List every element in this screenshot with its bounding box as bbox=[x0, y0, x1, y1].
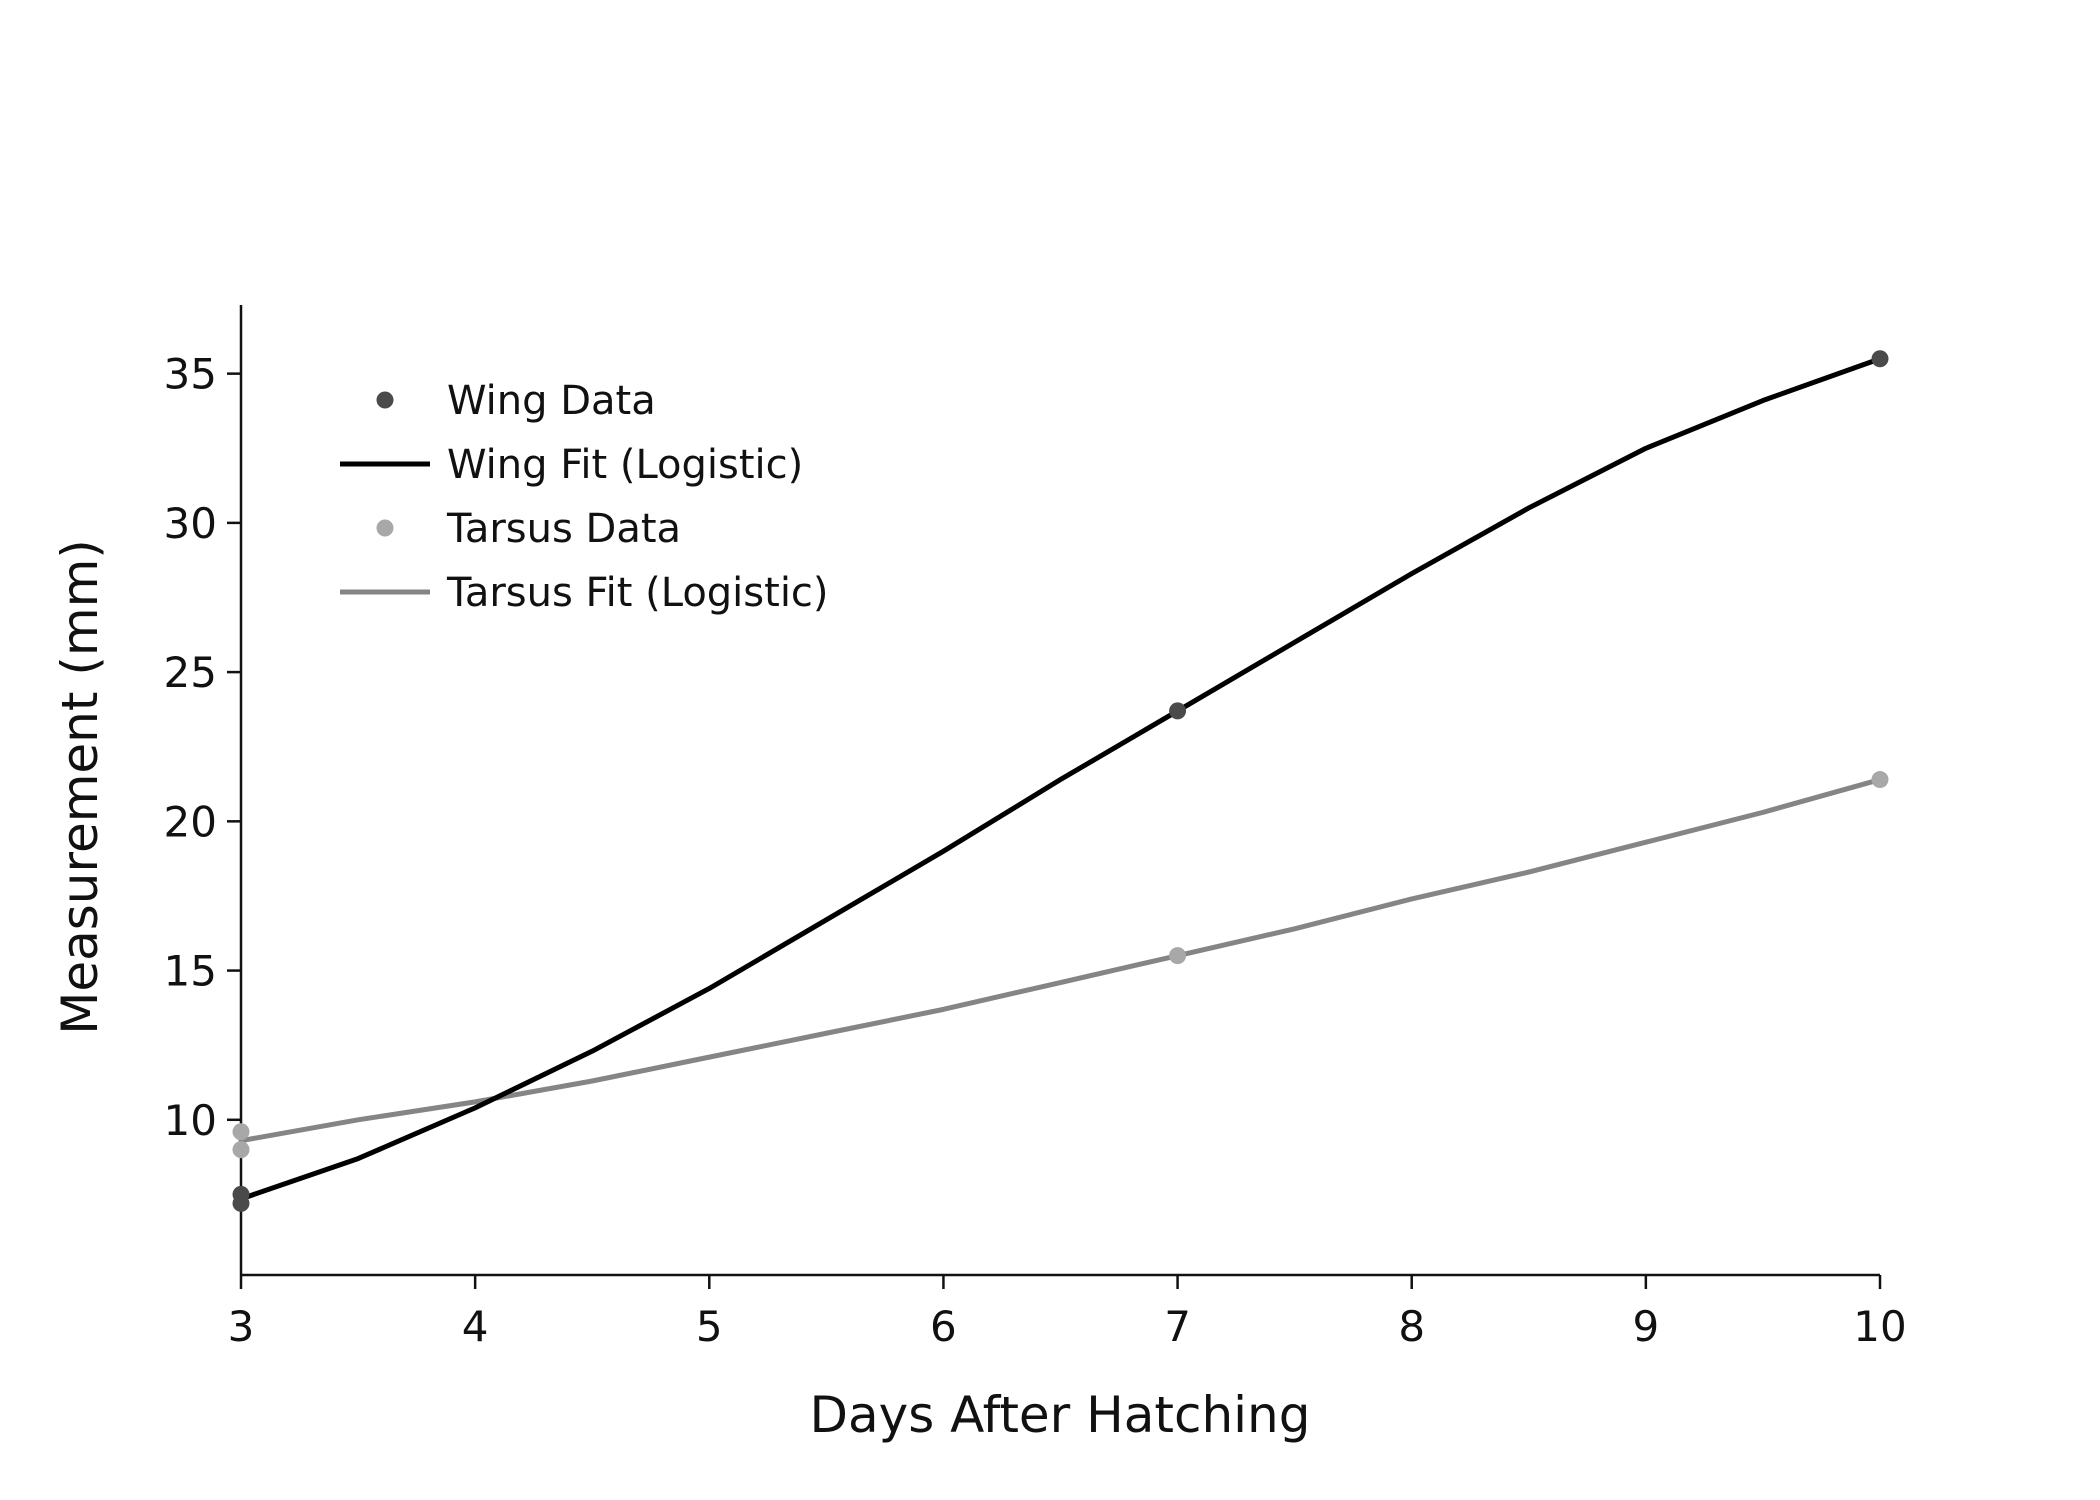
x-tick-label: 4 bbox=[462, 1302, 489, 1351]
legend-tarsus-fit-logistic-label: Tarsus Fit (Logistic) bbox=[446, 570, 829, 616]
y-tick-label: 25 bbox=[164, 648, 217, 697]
wing-data-point bbox=[232, 1185, 250, 1203]
wing-fit-logistic-line bbox=[238, 356, 1883, 1202]
legend-tarsus-data-label: Tarsus Data bbox=[446, 506, 681, 552]
legend-wing-data-label: Wing Data bbox=[447, 378, 656, 424]
legend-tarsus-data-swatch bbox=[376, 519, 394, 537]
tarsus-data-point bbox=[232, 1123, 250, 1141]
y-tick-label: 30 bbox=[164, 499, 217, 548]
legend: Wing Data Wing Fit (Logistic) Tarsus Data T… bbox=[340, 378, 829, 616]
y-tick-label: 10 bbox=[164, 1096, 217, 1145]
x-ticks: 3 4 5 6 7 8 9 10 bbox=[228, 1275, 1907, 1351]
x-tick-label: 9 bbox=[1632, 1302, 1659, 1351]
y-tick-label: 20 bbox=[164, 797, 217, 846]
tarsus-fit-logistic-line bbox=[238, 777, 1883, 1144]
y-tick-label: 35 bbox=[164, 350, 217, 399]
plot-area bbox=[232, 350, 1889, 1212]
x-axis-title: Days After Hatching bbox=[810, 1386, 1311, 1444]
axes bbox=[239, 305, 1880, 1277]
tarsus-data-point bbox=[232, 1141, 250, 1159]
x-tick-label: 8 bbox=[1398, 1302, 1425, 1351]
legend-wing-data-swatch bbox=[376, 391, 394, 409]
x-tick-label: 5 bbox=[696, 1302, 723, 1351]
tarsus-data-point bbox=[1169, 947, 1187, 965]
x-tick-label: 10 bbox=[1853, 1302, 1906, 1351]
y-ticks: 10 15 20 25 30 35 bbox=[164, 350, 241, 1145]
tarsus-data-point bbox=[1871, 771, 1889, 789]
x-tick-label: 3 bbox=[228, 1302, 255, 1351]
wing-data-point bbox=[1871, 350, 1889, 368]
y-axis-title: Measurement (mm) bbox=[51, 539, 109, 1035]
legend-wing-fit-logistic-label: Wing Fit (Logistic) bbox=[447, 442, 803, 488]
x-tick-label: 7 bbox=[1164, 1302, 1191, 1351]
wing-data-point bbox=[1169, 702, 1187, 720]
y-tick-label: 15 bbox=[164, 947, 217, 996]
x-tick-label: 6 bbox=[930, 1302, 957, 1351]
